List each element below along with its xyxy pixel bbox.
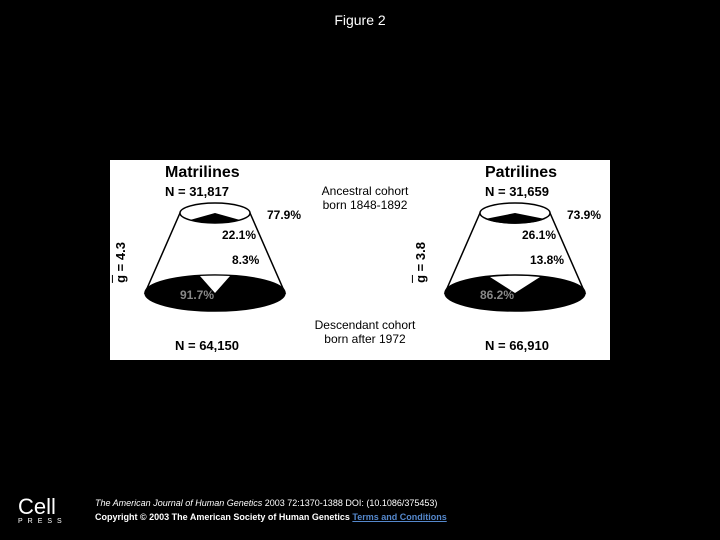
citation-details: 2003 72:1370-1388 DOI: (10.1086/375453) xyxy=(262,498,437,508)
patrilines-top-black-pct: 26.1% xyxy=(522,228,556,242)
patrilines-top-white-pct: 73.9% xyxy=(567,208,601,222)
patrilines-g: g = 3.8 xyxy=(413,242,428,283)
citation: The American Journal of Human Genetics 2… xyxy=(95,498,437,508)
journal-name: The American Journal of Human Genetics xyxy=(95,498,262,508)
figure-title: Figure 2 xyxy=(0,0,720,28)
ancestral-line2: born 1848-1892 xyxy=(310,198,420,212)
matrilines-heading: Matrilines xyxy=(165,164,240,182)
logo-main: Cell xyxy=(18,494,67,520)
terms-link[interactable]: Terms and Conditions xyxy=(352,512,446,522)
ancestral-cohort-label: Ancestral cohort born 1848-1892 xyxy=(310,184,420,212)
matrilines-n-bottom: N = 64,150 xyxy=(175,338,239,353)
copyright-line: Copyright © 2003 The American Society of… xyxy=(95,512,447,522)
copyright-text: Copyright © 2003 The American Society of… xyxy=(95,512,352,522)
descendant-line1: Descendant cohort xyxy=(305,318,425,332)
logo-sub: PRESS xyxy=(18,518,67,525)
patrilines-n-bottom: N = 66,910 xyxy=(485,338,549,353)
matrilines-top-white-pct: 77.9% xyxy=(267,208,301,222)
matrilines-g: g = 4.3 xyxy=(113,242,128,283)
matrilines-n-top: N = 31,817 xyxy=(165,184,229,199)
matrilines-bottom-black-pct: 8.3% xyxy=(232,253,259,267)
patrilines-bottom-black-pct: 13.8% xyxy=(530,253,564,267)
ancestral-line1: Ancestral cohort xyxy=(310,184,420,198)
descendant-cohort-label: Descendant cohort born after 1972 xyxy=(305,318,425,346)
matrilines-bottom-white-pct: 91.7% xyxy=(180,288,214,302)
patrilines-heading: Patrilines xyxy=(485,164,557,182)
cell-press-logo: Cell PRESS xyxy=(18,494,67,525)
patrilines-n-top: N = 31,659 xyxy=(485,184,549,199)
patrilines-bottom-white-pct: 86.2% xyxy=(480,288,514,302)
figure-panel: Matrilines N = 31,817 77.9% 22.1% 8.3% 9… xyxy=(110,160,610,360)
matrilines-top-black-pct: 22.1% xyxy=(222,228,256,242)
descendant-line2: born after 1972 xyxy=(305,332,425,346)
